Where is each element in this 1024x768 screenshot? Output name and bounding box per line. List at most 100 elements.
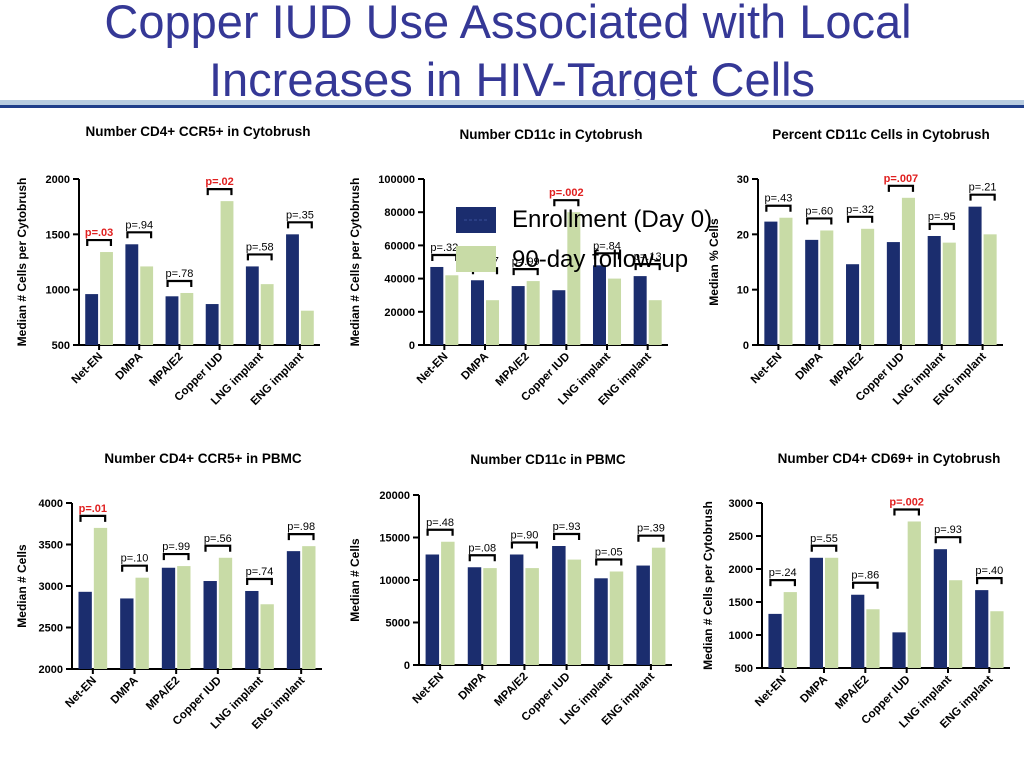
y-axis-label: Median % Cells [707, 218, 721, 306]
p-value-bracket [637, 534, 665, 542]
bar-followup [486, 300, 500, 345]
y-tick-label: 5000 [386, 618, 410, 630]
bar-enrollment [85, 294, 99, 345]
y-tick-label: 10 [737, 285, 749, 297]
p-value-bracket [162, 552, 190, 561]
bar-followup [907, 521, 921, 668]
bar-enrollment [592, 265, 606, 345]
bar-enrollment [125, 244, 139, 345]
y-tick-label: 500 [52, 340, 70, 352]
y-tick-label: 3500 [39, 540, 63, 552]
p-value-label: p=.002 [549, 187, 584, 199]
p-value-bracket [893, 508, 920, 516]
p-value-bracket [765, 204, 792, 212]
bar-enrollment [805, 239, 819, 345]
x-tick-label: MPA/E2 [494, 351, 532, 389]
y-axis-label: Median # Cells [15, 544, 29, 628]
bar-followup [441, 541, 455, 665]
bar-followup [648, 300, 662, 345]
x-tick-label: MPA/E2 [833, 674, 871, 712]
bar-enrollment [892, 632, 906, 668]
p-value-bracket [928, 222, 955, 230]
y-axis-label: Median # Cells per Cytobrush [701, 501, 715, 670]
p-value-bracket [552, 532, 581, 540]
p-value-bracket [887, 184, 915, 192]
y-tick-label: 0 [743, 340, 749, 352]
bar-enrollment [245, 266, 259, 345]
p-value-label: p=.93 [553, 521, 581, 533]
p-value-label: p=.48 [426, 517, 454, 529]
p-value-label: p=.99 [512, 256, 540, 268]
y-tick-label: 3000 [729, 498, 753, 510]
p-value-label: p=.74 [246, 566, 274, 578]
p-value-label: p=.05 [595, 547, 623, 559]
title-rule-light [0, 100, 1024, 105]
slide-title-line-1: Copper IUD Use Associated with Local [104, 0, 912, 48]
bar-followup [483, 568, 497, 665]
p-value-bracket [846, 215, 874, 223]
bar-followup [779, 217, 793, 345]
y-axis-label: Median # Cells [348, 538, 362, 622]
x-tick-label: DMPA [114, 351, 146, 383]
bar-enrollment [968, 206, 982, 345]
p-value-label: p=.10 [121, 553, 149, 565]
y-tick-label: 1500 [729, 597, 753, 609]
p-value-bracket [286, 221, 313, 229]
p-value-bracket [512, 267, 539, 276]
p-value-bracket [287, 533, 315, 541]
y-tick-label: 2500 [729, 531, 753, 543]
bar-followup [866, 609, 880, 668]
x-tick-label: Net-EN [63, 675, 99, 711]
legend-label-followup: 90-day follow-up [512, 246, 688, 273]
y-tick-label: 2000 [46, 174, 70, 186]
p-value-label: p=.78 [165, 268, 193, 280]
bar-followup [218, 557, 233, 669]
bar-followup [820, 230, 834, 345]
p-value-label: p=.007 [884, 173, 919, 185]
p-value-label: p=.56 [204, 533, 232, 545]
bar-followup [990, 611, 1004, 668]
chart-panel-3: Percent CD11c Cells in Cytobrush Median %… [707, 127, 1003, 408]
p-value-bracket [976, 577, 1003, 585]
p-value-label: p=.90 [510, 530, 538, 542]
bar-enrollment [286, 551, 301, 669]
bar-enrollment [633, 276, 647, 345]
p-value-label: p=.84 [593, 240, 621, 252]
x-tick-label: MPA/E2 [828, 351, 866, 389]
x-tick-label: Net-EN [753, 674, 789, 710]
bar-followup [526, 281, 540, 345]
p-value-label: p=.35 [286, 209, 314, 221]
p-value-bracket [810, 544, 838, 552]
bar-enrollment [245, 590, 259, 669]
bar-followup [983, 234, 997, 345]
x-tick-label: DMPA [109, 675, 141, 707]
bar-followup [100, 252, 113, 345]
y-tick-label: 2500 [39, 623, 63, 635]
bar-followup [825, 557, 839, 668]
legend-label-enrollment: Enrollment (Day 0) [512, 206, 712, 233]
bar-followup [260, 604, 274, 669]
x-tick-label: Net-EN [70, 351, 106, 387]
bar-followup [567, 559, 582, 665]
y-tick-label: 2000 [729, 564, 753, 576]
bar-followup [651, 547, 666, 665]
x-tick-label: DMPA [794, 351, 826, 383]
p-value-bracket [468, 554, 496, 562]
p-value-bracket [593, 252, 621, 260]
y-tick-label: 20000 [384, 307, 415, 319]
p-value-label: p=.43 [764, 193, 792, 205]
y-axis-label: Median # Cells per Cytobrush [348, 178, 362, 347]
chart-panel-6: Number CD4+ CD69+ in Cytobrush Median # C… [701, 451, 1010, 731]
y-tick-label: 10000 [379, 575, 410, 587]
p-value-bracket [806, 217, 833, 225]
p-value-bracket [934, 536, 962, 544]
bar-enrollment [886, 242, 900, 345]
p-value-bracket [166, 279, 193, 287]
bar-followup [302, 546, 316, 669]
y-tick-label: 100000 [378, 174, 415, 186]
p-value-label: p=.55 [810, 533, 838, 545]
bar-followup [567, 212, 581, 345]
y-tick-label: 1000 [46, 285, 70, 297]
p-value-label: p=.13 [634, 251, 662, 263]
